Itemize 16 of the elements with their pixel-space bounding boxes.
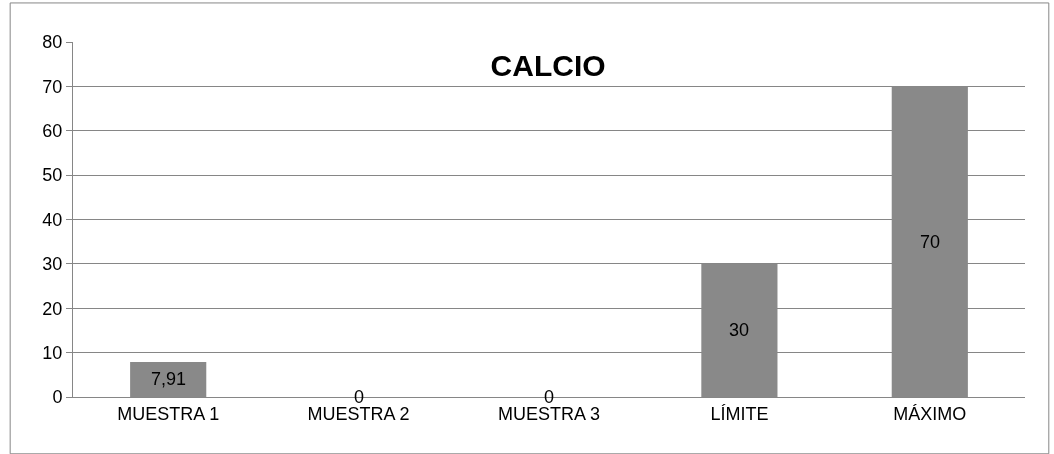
data-label: 70 <box>920 232 941 252</box>
y-tick-label: 40 <box>42 209 63 230</box>
data-label: 30 <box>729 320 750 340</box>
x-tick-label: LÍMITE <box>710 403 769 424</box>
y-tick-label: 10 <box>42 342 63 363</box>
y-tick-label: 70 <box>42 76 63 97</box>
x-tick-label: MUESTRA 1 <box>117 403 220 424</box>
y-tick-label: 50 <box>42 165 63 186</box>
y-tick-label: 60 <box>42 121 63 142</box>
data-label: 7,91 <box>151 369 187 389</box>
y-tick-label: 20 <box>42 298 63 319</box>
y-tick-label: 80 <box>42 32 63 53</box>
chart-title: CALCIO <box>490 48 606 82</box>
y-tick-label: 0 <box>52 387 63 408</box>
y-tick-label: 30 <box>42 254 63 275</box>
x-tick-label: MÁXIMO <box>893 403 967 424</box>
